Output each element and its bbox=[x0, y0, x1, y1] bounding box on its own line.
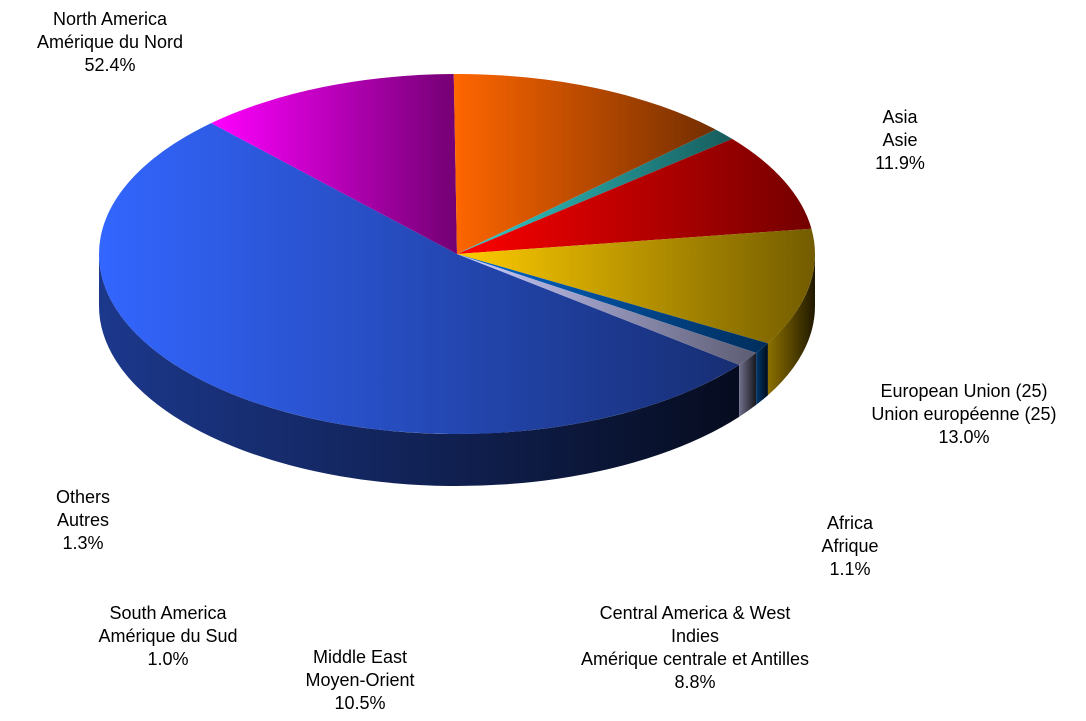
pie-sides bbox=[99, 254, 815, 486]
slice-south_america bbox=[457, 254, 768, 353]
slice-middle_east bbox=[457, 228, 815, 344]
label-central_america-line-2: Indies bbox=[670, 626, 720, 646]
label-north_america-pct: 52.4% bbox=[84, 55, 136, 75]
label-middle_east-line-1: Middle East bbox=[312, 647, 408, 667]
side-others bbox=[739, 352, 757, 417]
label-middle_east: Middle East Moyen-Orient 10.5% bbox=[280, 646, 440, 715]
label-south_america-line-1: South America bbox=[109, 603, 227, 623]
label-asia-line-2: Asie bbox=[882, 130, 918, 150]
slice-others bbox=[457, 254, 757, 365]
side-north_america bbox=[99, 254, 740, 486]
label-north_america-line-1: North America bbox=[52, 9, 168, 29]
label-asia: Asia Asie 11.9% bbox=[850, 106, 950, 175]
label-south_america-line-2: Amérique du Sud bbox=[98, 626, 238, 646]
label-africa: Africa Afrique 1.1% bbox=[790, 512, 910, 581]
label-european_union: European Union (25) Union européenne (25… bbox=[846, 380, 1082, 449]
slice-asia bbox=[211, 74, 457, 254]
label-asia-pct: 11.9% bbox=[875, 153, 925, 173]
label-others: Others Autres 1.3% bbox=[28, 486, 138, 555]
label-africa-pct: 1.1% bbox=[829, 559, 871, 579]
label-central_america: Central America & West Indies Amérique c… bbox=[540, 602, 850, 694]
label-south_america: South America Amérique du Sud 1.0% bbox=[78, 602, 258, 671]
label-central_america-line-3: Amérique centrale et Antilles bbox=[580, 649, 810, 669]
label-others-pct: 1.3% bbox=[62, 533, 104, 553]
label-north_america-line-2: Amérique du Nord bbox=[36, 32, 184, 52]
label-asia-line-1: Asia bbox=[882, 107, 918, 127]
label-central_america-pct: 8.8% bbox=[674, 672, 716, 692]
slice-north_america bbox=[98, 123, 740, 435]
pie-tops bbox=[98, 74, 815, 435]
label-south_america-pct: 1.0% bbox=[147, 649, 189, 669]
side-middle_east bbox=[767, 254, 815, 396]
slice-central_america bbox=[457, 138, 812, 254]
side-south_america bbox=[756, 343, 768, 405]
label-africa-line-1: Africa bbox=[826, 513, 873, 533]
label-middle_east-pct: 10.5% bbox=[334, 693, 386, 713]
label-middle_east-line-2: Moyen-Orient bbox=[305, 670, 415, 690]
label-north_america: North America Amérique du Nord 52.4% bbox=[10, 8, 210, 77]
slice-european_union bbox=[453, 74, 716, 255]
label-others-line-1: Others bbox=[55, 487, 111, 507]
label-european_union-pct: 13.0% bbox=[938, 427, 990, 447]
label-european_union-line-1: European Union (25) bbox=[880, 381, 1048, 401]
label-others-line-2: Autres bbox=[56, 510, 110, 530]
label-africa-line-2: Afrique bbox=[821, 536, 879, 556]
label-central_america-line-1: Central America & West bbox=[599, 603, 791, 623]
label-european_union-line-2: Union européenne (25) bbox=[871, 404, 1057, 424]
slice-africa bbox=[457, 129, 733, 254]
